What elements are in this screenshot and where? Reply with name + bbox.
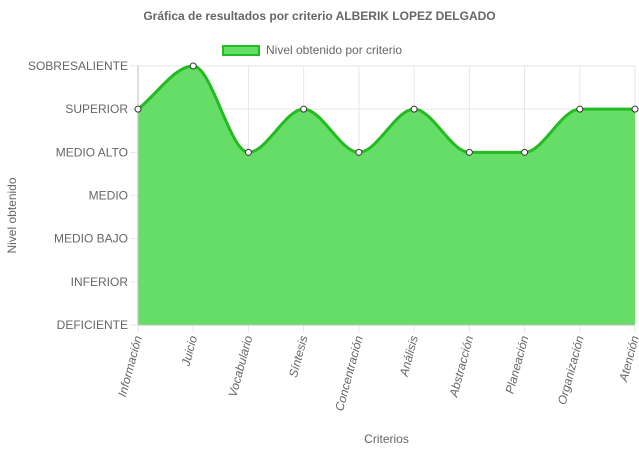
legend-label: Nivel obtenido por criterio (266, 43, 403, 57)
data-point-1 (134, 105, 142, 113)
x-tick-label: Concentración (332, 334, 366, 413)
x-tick-label: Análisis (397, 334, 421, 379)
series-area-fill (138, 66, 635, 325)
data-point-5 (355, 148, 363, 156)
data-point-6 (410, 105, 418, 113)
y-tick-label: SOBRESALIENTE (28, 59, 128, 73)
data-point-10 (631, 105, 639, 113)
x-tick-label: Vocabulario (226, 334, 256, 399)
x-tick-label: Síntesis (286, 334, 311, 379)
data-point-7 (465, 148, 473, 156)
data-point-3 (244, 148, 252, 156)
chart-title: Gráfica de resultados por criterio ALBER… (143, 9, 496, 23)
x-tick-label: Atención (616, 334, 639, 384)
data-point-9 (576, 105, 584, 113)
data-point-8 (521, 148, 529, 156)
legend-swatch (222, 44, 260, 56)
x-axis-title: Criterios (364, 432, 409, 446)
x-tick-label: Planeación (503, 334, 532, 395)
series-line (137, 64, 635, 154)
data-point-4 (300, 105, 308, 113)
x-tick-label: Información (115, 334, 145, 398)
y-axis-title: Nivel obtenido (5, 177, 19, 253)
y-tick-label: MEDIO ALTO (56, 145, 128, 159)
x-tick-label: Organización (555, 334, 587, 406)
y-tick-label: MEDIO (89, 189, 128, 203)
y-tick-label: DEFICIENTE (57, 318, 128, 332)
y-tick-label: SUPERIOR (65, 102, 128, 116)
x-tick-label: Juicio (178, 334, 200, 369)
y-tick-label: INFERIOR (71, 275, 129, 289)
y-tick-label: MEDIO BAJO (54, 232, 128, 246)
legend[interactable]: Nivel obtenido por criterio (222, 42, 402, 58)
data-point-2 (189, 62, 197, 70)
x-tick-label: Abstracción (446, 334, 476, 399)
